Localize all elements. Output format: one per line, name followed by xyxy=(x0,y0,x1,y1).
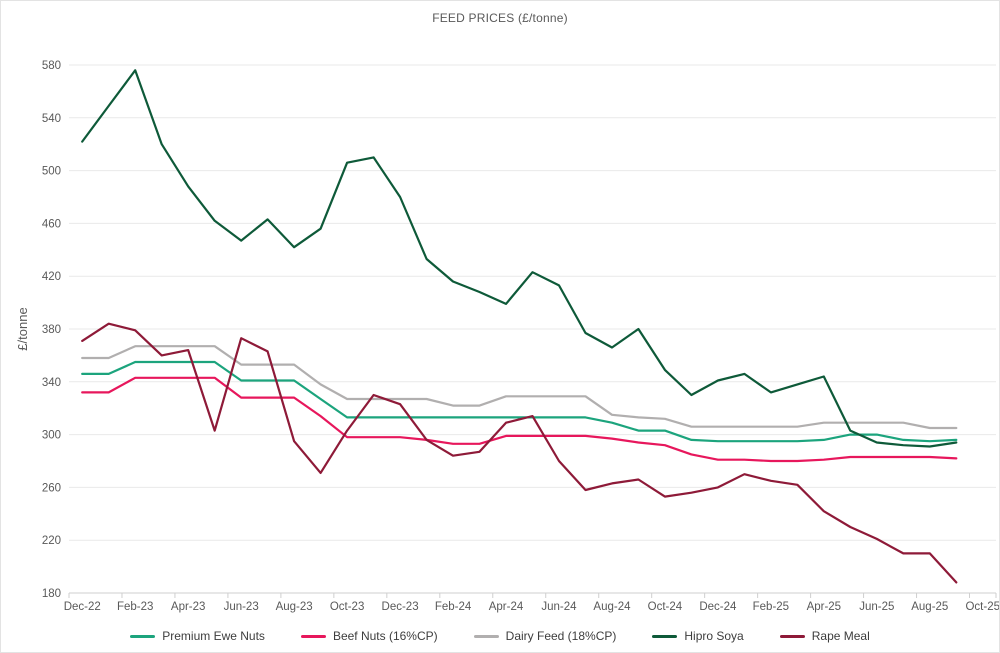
x-tick-label: Dec-23 xyxy=(382,601,419,613)
legend-item-dairy-feed: Dairy Feed (18%CP) xyxy=(473,629,617,643)
x-tick-label: Jun-24 xyxy=(541,601,577,613)
x-tick-label: Apr-24 xyxy=(489,601,524,613)
x-tick-label: Aug-23 xyxy=(276,601,313,613)
legend-label: Hipro Soya xyxy=(684,629,744,643)
y-tick-label: 180 xyxy=(42,588,61,600)
legend-label: Rape Meal xyxy=(811,629,870,643)
line-hipro-soya xyxy=(81,69,958,448)
x-tick-label: Jun-23 xyxy=(224,601,259,613)
y-tick-label: 580 xyxy=(42,60,61,72)
x-tick-label: Oct-24 xyxy=(648,601,683,613)
x-tick-label: Oct-23 xyxy=(330,601,365,613)
x-tick-label: Aug-24 xyxy=(593,601,631,613)
x-tick-label: Feb-24 xyxy=(435,601,472,613)
legend-swatch-beef-nuts xyxy=(300,634,326,638)
legend-label: Beef Nuts (16%CP) xyxy=(332,629,438,643)
x-tick-label: Dec-24 xyxy=(699,601,737,613)
y-tick-label: 500 xyxy=(42,166,61,178)
legend-label: Dairy Feed (18%CP) xyxy=(505,629,617,643)
y-tick-label: 260 xyxy=(42,482,61,494)
y-tick-label: 220 xyxy=(42,535,61,547)
legend-swatch-dairy-feed xyxy=(473,634,499,638)
x-tick-label: Feb-25 xyxy=(753,601,789,613)
x-tick-label: Dec-22 xyxy=(64,601,101,613)
x-tick-label: Oct-25 xyxy=(965,601,1000,613)
line-dairy-feed-18-cp- xyxy=(81,345,958,430)
y-tick-label: 540 xyxy=(42,113,61,125)
line-premium-ewe-nuts xyxy=(81,360,958,443)
x-tick-label: Jun-25 xyxy=(859,601,894,613)
y-tick-label: 340 xyxy=(42,377,61,389)
legend-item-hipro-soya: Hipro Soya xyxy=(652,629,744,643)
y-tick-label: 300 xyxy=(42,430,61,442)
x-tick-label: Apr-23 xyxy=(171,601,206,613)
y-tick-label: 380 xyxy=(42,324,61,336)
chart-title: FEED PRICES (£/tonne) xyxy=(432,11,568,25)
x-tick-label: Aug-25 xyxy=(911,601,948,613)
x-tick-label: Feb-23 xyxy=(117,601,153,613)
legend-swatch-rape-meal xyxy=(779,634,805,638)
legend-swatch-premium-ewe-nuts xyxy=(130,634,156,638)
legend-item-beef-nuts: Beef Nuts (16%CP) xyxy=(300,629,438,643)
y-tick-label: 420 xyxy=(42,271,61,283)
legend-item-rape-meal: Rape Meal xyxy=(779,629,870,643)
line-rape-meal xyxy=(81,322,958,584)
legend-item-premium-ewe-nuts: Premium Ewe Nuts xyxy=(130,629,265,643)
legend: Premium Ewe Nuts Beef Nuts (16%CP) Dairy… xyxy=(1,629,999,643)
legend-label: Premium Ewe Nuts xyxy=(162,629,265,643)
x-tick-label: Apr-25 xyxy=(807,601,842,613)
y-tick-label: 460 xyxy=(42,218,61,230)
legend-swatch-hipro-soya xyxy=(652,634,678,638)
